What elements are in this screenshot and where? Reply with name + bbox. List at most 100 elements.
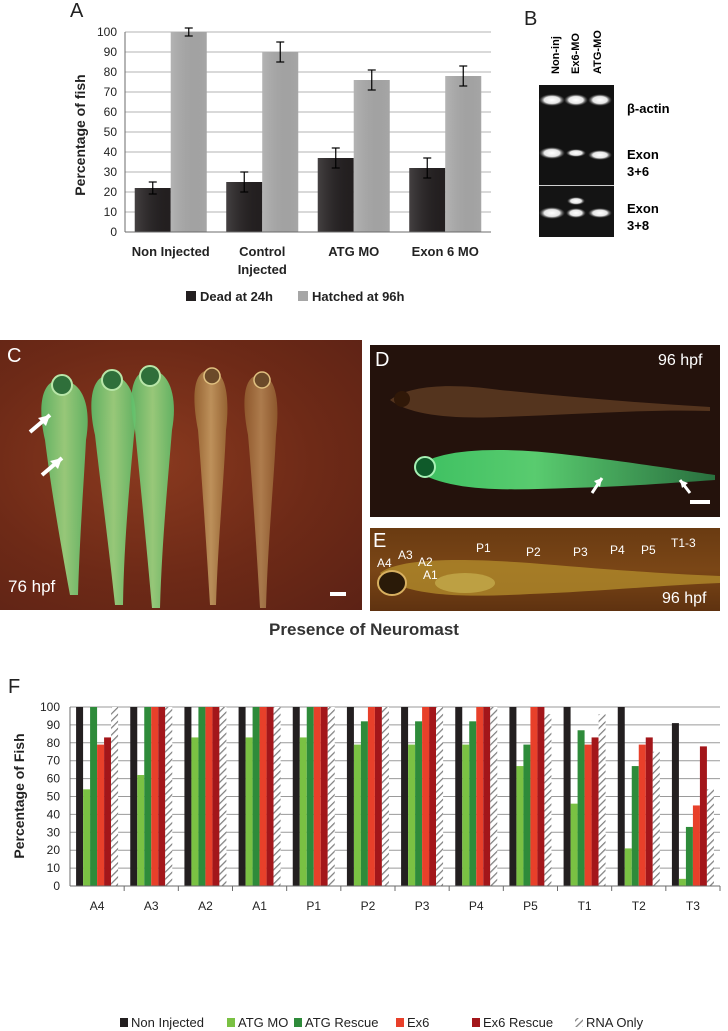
chart-f-y-tick-label: 30 xyxy=(47,825,61,839)
gel-image xyxy=(539,85,614,237)
chart-f-bar xyxy=(252,707,260,886)
chart-f-bar xyxy=(76,707,84,886)
chart-f-y-tick-label: 70 xyxy=(47,754,61,768)
chart-f-x-tick-label: P1 xyxy=(306,899,321,913)
panel-letter-a: A xyxy=(70,0,84,22)
chart-a-y-tick-label: 90 xyxy=(104,45,118,59)
chart-f-bar xyxy=(137,775,145,886)
panel-f-title: Presence of Neuromast xyxy=(269,620,459,639)
chart-f-bar xyxy=(104,737,112,886)
neuromast-label-a4: A4 xyxy=(377,556,392,570)
chart-f-y-tick-label: 90 xyxy=(47,718,61,732)
chart-a-y-tick-label: 20 xyxy=(104,185,118,199)
chart-f-bar xyxy=(408,744,416,886)
panel-letter-e: E xyxy=(373,530,387,552)
chart-f-bar xyxy=(245,737,253,886)
panel-e-larva xyxy=(377,560,720,596)
chart-f-bar xyxy=(490,707,498,886)
chart-a-y-tick-label: 0 xyxy=(110,225,117,239)
chart-a-x-tick-label: ATG MO xyxy=(328,244,379,259)
chart-f-bar xyxy=(631,766,639,886)
chart-f-bar xyxy=(509,707,517,886)
chart-f-bar xyxy=(259,707,267,886)
chart-f-x-tick-label: P5 xyxy=(523,899,538,913)
chart-f-bar xyxy=(429,707,437,886)
chart-a-y-tick-label: 10 xyxy=(104,205,118,219)
chart-f-bar xyxy=(598,714,606,886)
chart-a-y-tick-label: 60 xyxy=(104,105,118,119)
chart-f-bar xyxy=(144,707,152,886)
chart-a-x-tick-label: Control xyxy=(239,244,285,259)
chart-f-bar xyxy=(638,744,646,886)
chart-a-legend-swatch xyxy=(298,291,308,301)
neuromast-label-p5: P5 xyxy=(641,543,656,557)
chart-f-x-tick-label: P2 xyxy=(361,899,376,913)
chart-f-bar xyxy=(83,789,91,886)
panel-letter-d: D xyxy=(375,349,390,371)
chart-f-bar xyxy=(523,744,531,886)
chart-f-x-tick-label: A4 xyxy=(90,899,105,913)
chart-f-bar xyxy=(292,707,300,886)
chart-f-bar xyxy=(266,707,274,886)
chart-f-x-tick-label: A1 xyxy=(252,899,267,913)
chart-f-bar xyxy=(544,714,552,886)
chart-f-x-tick-label: T2 xyxy=(632,899,646,913)
gel-band-label-exon-3-6: Exon 3+6 xyxy=(627,147,659,179)
chart-a-y-tick-label: 100 xyxy=(97,25,117,39)
chart-f-bar xyxy=(205,707,213,886)
chart-f-bar xyxy=(353,744,361,886)
chart-f-bar xyxy=(111,707,119,886)
chart-f-y-axis-label: Percentage of Fish xyxy=(11,733,27,858)
chart-f-bar xyxy=(699,746,707,886)
chart-f-legend-label: ATG MO xyxy=(238,1015,288,1030)
neuromast-label-t1-3: T1-3 xyxy=(671,536,696,550)
chart-a-bar-shade xyxy=(317,158,354,232)
chart-f-bar xyxy=(367,707,375,886)
gel-lane-label-3: ATG-MO xyxy=(590,0,610,90)
chart-a-x-tick-label: Non Injected xyxy=(132,244,210,259)
chart-f-bar xyxy=(645,737,653,886)
chart-f-bar xyxy=(320,707,328,886)
panel-c-larvae xyxy=(28,365,346,608)
chart-f-x-tick-label: P3 xyxy=(415,899,430,913)
chart-a-bar-shade xyxy=(409,168,446,232)
gel-band-label-beta-actin: β-actin xyxy=(627,101,670,116)
chart-f-bar xyxy=(306,707,314,886)
chart-a-legend-label: Hatched at 96h xyxy=(312,289,405,304)
chart-f-x-tick-label: T3 xyxy=(686,899,700,913)
chart-f-bar xyxy=(97,744,105,886)
chart-f-bar xyxy=(530,707,538,886)
chart-f-legend-swatch xyxy=(472,1018,480,1027)
chart-a-x-tick-label: Exon 6 MO xyxy=(412,244,479,259)
chart-f-bar xyxy=(706,789,714,886)
chart-f-x-tick-label: A2 xyxy=(198,899,213,913)
panel-d-larvae xyxy=(390,386,715,504)
chart-f-bar xyxy=(238,707,246,886)
chart-a-bar-shade xyxy=(134,188,171,232)
neuromast-label-p2: P2 xyxy=(526,545,541,559)
chart-a-y-tick-label: 70 xyxy=(104,85,118,99)
chart-f-bar xyxy=(469,721,477,886)
chart-f-bar xyxy=(346,707,354,886)
chart-f-y-tick-label: 10 xyxy=(47,861,61,875)
chart-f-legend-swatch xyxy=(120,1018,128,1027)
chart-f-x-tick-label: P4 xyxy=(469,899,484,913)
chart-f-bar xyxy=(516,766,524,886)
chart-f-bar xyxy=(436,707,444,886)
neuromast-label-p4: P4 xyxy=(610,543,625,557)
chart-f-bar xyxy=(455,707,463,886)
chart-f-bar xyxy=(273,707,281,886)
chart-a-legend-swatch xyxy=(186,291,196,301)
gel-lane-label-1: Non-inj xyxy=(548,0,568,90)
chart-f-bar xyxy=(165,707,173,886)
chart-f-bar xyxy=(678,878,686,886)
chart-f-legend-swatch xyxy=(396,1018,404,1027)
chart-a-y-tick-label: 30 xyxy=(104,165,118,179)
chart-f-bar xyxy=(327,707,335,886)
chart-f-bar xyxy=(130,707,138,886)
chart-f-bar xyxy=(198,707,206,886)
chart-f-bar xyxy=(652,751,660,886)
chart-f-y-tick-label: 20 xyxy=(47,843,61,857)
chart-f: 0 10 20 30 40 50 60 70 80 90 100 A4 A3 A2 A1 P1 P2 P3 P4 P… xyxy=(11,700,721,1030)
chart-f-y-tick-label: 0 xyxy=(53,879,60,893)
